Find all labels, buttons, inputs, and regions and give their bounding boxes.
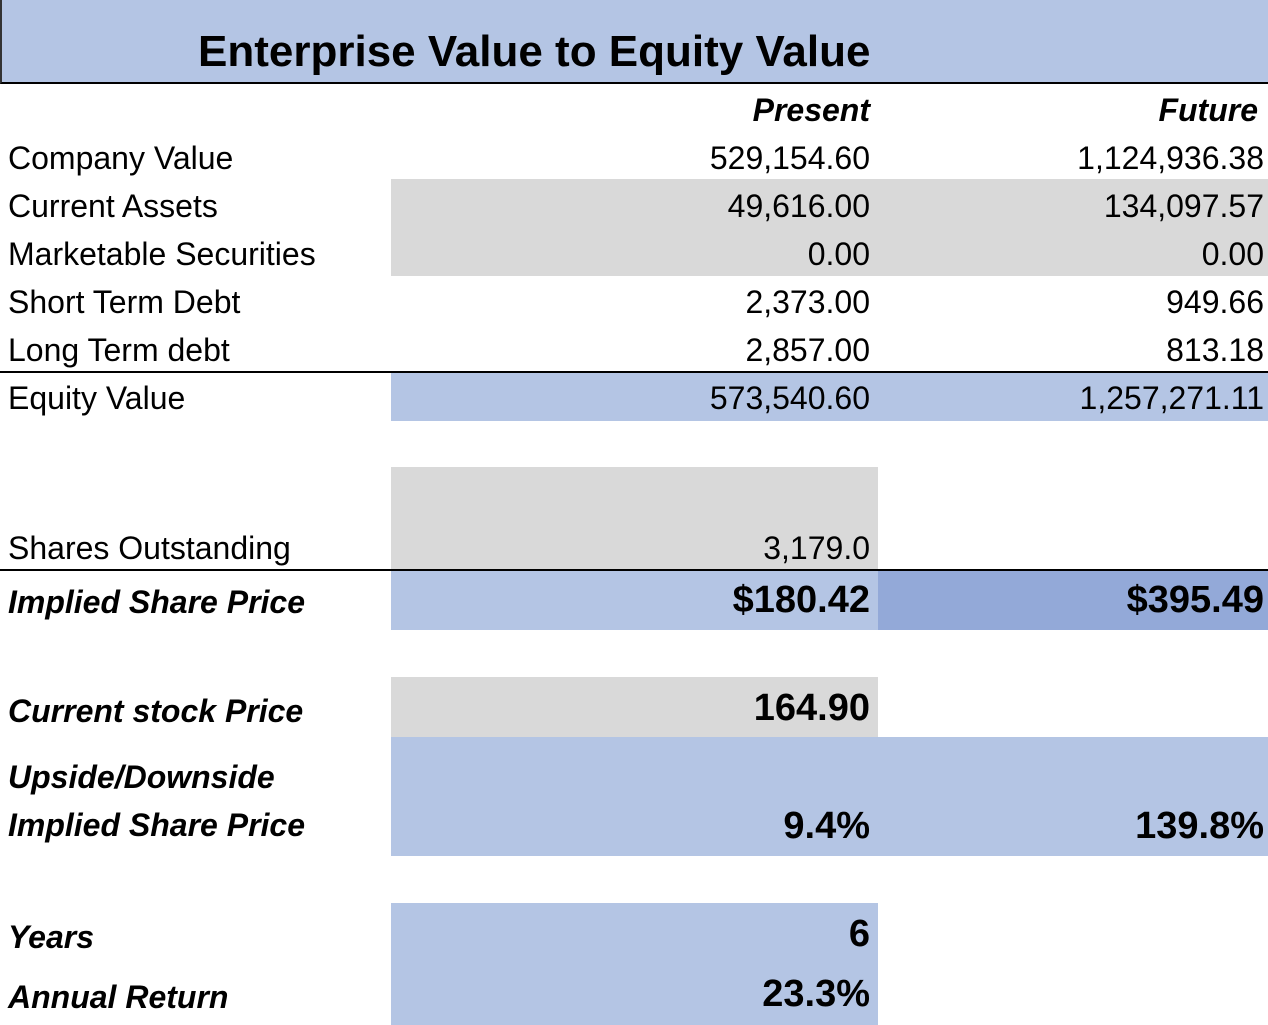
equity-value-present: 573,540.60 (709, 380, 870, 416)
implied-share-price-future: $395.49 (1126, 579, 1264, 621)
label-short-term-debt: Short Term Debt (8, 284, 241, 320)
sheet-title: Enterprise Value to Equity Value (198, 27, 871, 76)
shaded-current-price (391, 677, 878, 737)
label-current-stock-price: Current stock Price (8, 693, 304, 729)
current-assets-present: 49,616.00 (727, 188, 870, 224)
implied-share-price-present: $180.42 (732, 579, 870, 621)
current-assets-future: 134,097.57 (1103, 188, 1264, 224)
long-term-debt-present: 2,857.00 (745, 332, 870, 368)
shaded-upside-block (391, 737, 1268, 856)
company-value-present: 529,154.60 (709, 140, 870, 176)
long-term-debt-future: 813.18 (1166, 332, 1264, 368)
label-implied-share-price: Implied Share Price (8, 584, 306, 620)
label-annual-return: Annual Return (8, 979, 229, 1015)
price-divider (0, 569, 1268, 571)
upside-future: 139.8% (1135, 805, 1264, 847)
label-long-term-debt: Long Term debt (8, 332, 230, 368)
annual-return-present: 23.3% (762, 973, 870, 1015)
years-present: 6 (848, 913, 870, 955)
label-upside-implied: Implied Share Price (8, 807, 306, 843)
equity-divider (0, 371, 1268, 373)
short-term-debt-present: 2,373.00 (745, 284, 870, 320)
short-term-debt-future: 949.66 (1166, 284, 1264, 320)
marketable-securities-future: 0.00 (1201, 236, 1264, 272)
shaded-assets-block (391, 179, 1268, 276)
shares-outstanding-present: 3,179.0 (763, 530, 870, 566)
current-stock-price-present: 164.90 (753, 687, 870, 729)
equity-value-future: 1,257,271.11 (1079, 380, 1264, 416)
label-upside-downside: Upside/Downside (8, 759, 275, 795)
shaded-returns-block (391, 903, 878, 1025)
label-marketable-securities: Marketable Securities (8, 236, 316, 272)
label-equity-value: Equity Value (8, 380, 186, 416)
marketable-securities-present: 0.00 (807, 236, 870, 272)
label-shares-outstanding: Shares Outstanding (8, 530, 291, 566)
company-value-future: 1,124,936.38 (1077, 140, 1264, 176)
shaded-shares-cell (391, 467, 878, 570)
label-company-value: Company Value (8, 140, 234, 176)
upside-present: 9.4% (783, 805, 870, 847)
title-band (0, 0, 1268, 84)
header-future: Future (1158, 92, 1258, 128)
label-years: Years (8, 919, 94, 955)
shaded-equity-row (391, 373, 1268, 421)
header-present: Present (752, 92, 870, 128)
shaded-implied-future (878, 571, 1268, 630)
label-current-assets: Current Assets (8, 188, 218, 224)
shaded-implied-present (391, 571, 878, 630)
